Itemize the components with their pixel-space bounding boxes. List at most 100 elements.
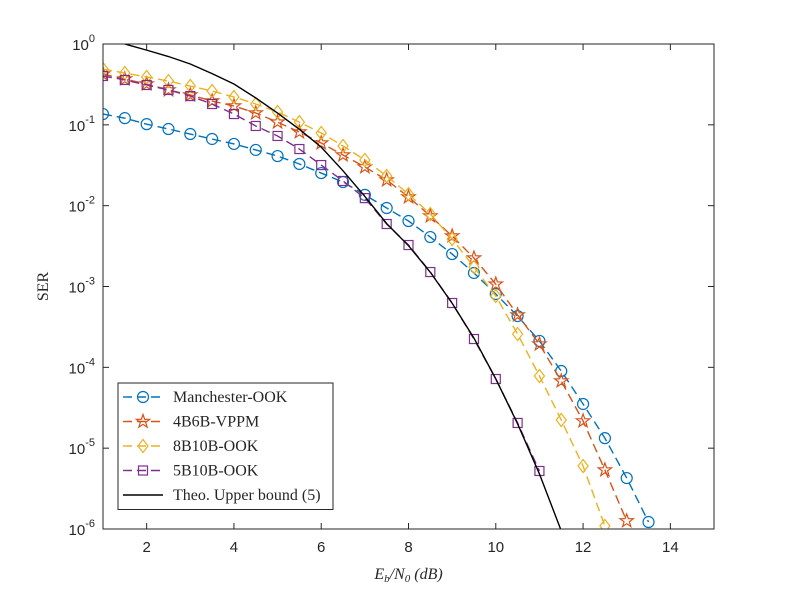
x-tick-label: 14 (662, 539, 679, 556)
legend-label: Manchester-OOK (173, 389, 288, 406)
marker (185, 90, 196, 102)
marker (250, 120, 261, 132)
marker (294, 143, 305, 155)
marker (552, 372, 570, 389)
marker (490, 373, 501, 385)
marker (162, 122, 175, 136)
marker (359, 193, 370, 204)
marker (206, 132, 219, 146)
marker (381, 218, 392, 230)
series-line (103, 113, 650, 523)
marker (225, 97, 243, 114)
y-tick-label: 100​ (72, 33, 95, 54)
marker (533, 368, 546, 384)
y-tick-label: 10-2​ (69, 195, 95, 216)
marker (162, 73, 175, 89)
marker (359, 152, 371, 168)
y-tick-label: 10-5​ (69, 437, 95, 458)
x-tick-label: 2 (142, 539, 150, 556)
marker (446, 231, 458, 247)
marker (134, 412, 152, 429)
marker (446, 247, 459, 261)
x-axis-label: Eb​/N0​ (dB) (373, 566, 442, 585)
marker (512, 417, 523, 429)
marker (511, 326, 524, 342)
marker (337, 175, 349, 187)
series-line (103, 75, 541, 472)
marker (402, 186, 415, 202)
x-tick-label: 8 (404, 539, 412, 556)
x-tick-label: 6 (317, 539, 325, 556)
marker (596, 461, 614, 478)
marker (467, 266, 481, 280)
marker (247, 104, 265, 121)
marker (356, 158, 374, 175)
marker (137, 465, 149, 476)
marker (468, 333, 480, 345)
marker (228, 108, 240, 120)
marker (380, 168, 393, 184)
marker (119, 74, 130, 86)
marker (207, 98, 218, 110)
marker (620, 471, 633, 485)
series-line (103, 73, 628, 522)
marker (618, 512, 636, 529)
marker (599, 518, 611, 529)
marker (272, 130, 283, 142)
marker (468, 259, 480, 275)
x-tick-label: 12 (575, 539, 592, 556)
marker (555, 412, 568, 428)
marker (136, 390, 150, 404)
x-tick-label: 4 (230, 539, 238, 556)
axes: 2 4 6 8 10 12 14 10-6​ 10-5​ 10-4​ 10-3​ 10-2​ 10-1​… (35, 33, 715, 585)
marker (574, 412, 592, 429)
marker (642, 515, 655, 529)
marker (184, 78, 197, 94)
legend: Manchester-OOK 4B6B-VPPM 8B10B-OOK 5B10B-OO… (117, 382, 334, 510)
y-tick-label: 10-6​ (69, 518, 95, 539)
marker (577, 458, 589, 474)
marker (487, 275, 505, 292)
marker (103, 61, 109, 77)
marker (163, 84, 174, 96)
marker (402, 214, 415, 228)
legend-label: 8B10B-OOK (173, 438, 259, 455)
marker (315, 125, 327, 141)
marker (118, 112, 131, 125)
marker (509, 306, 526, 323)
marker (271, 149, 284, 163)
marker (141, 79, 152, 91)
marker (103, 70, 109, 82)
marker (403, 239, 414, 251)
marker (271, 104, 284, 120)
marker (293, 157, 306, 171)
marker (337, 138, 349, 154)
marker (316, 159, 327, 171)
marker (312, 134, 330, 151)
marker (447, 297, 458, 309)
x-tick-label: 10 (487, 539, 504, 556)
marker (489, 287, 502, 301)
marker (425, 266, 436, 278)
marker (334, 146, 352, 163)
legend-label: Theo. Upper bound (5) (173, 487, 321, 504)
series-line (122, 44, 562, 529)
y-tick-label: 10-3​ (69, 275, 95, 296)
marker (424, 206, 437, 222)
marker (511, 309, 524, 323)
marker (380, 201, 393, 215)
marker (137, 438, 149, 454)
marker (490, 288, 502, 304)
marker (291, 123, 308, 140)
marker (598, 432, 611, 445)
marker (424, 230, 437, 244)
plot-area (103, 44, 655, 529)
y-tick-label: 10-4​ (69, 356, 95, 377)
marker (206, 83, 218, 99)
marker (531, 335, 548, 352)
marker (269, 113, 286, 130)
marker (103, 107, 110, 121)
marker (184, 127, 197, 141)
marker (228, 89, 240, 105)
